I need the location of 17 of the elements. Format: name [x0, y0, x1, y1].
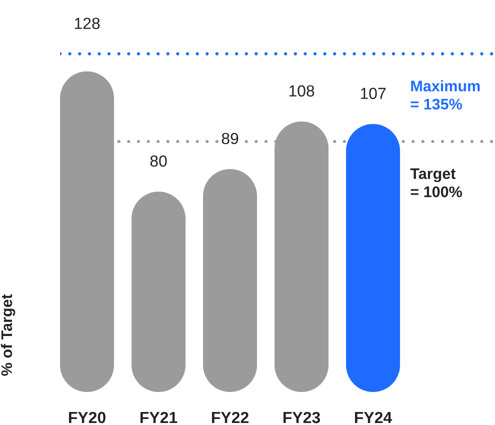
data-label: 107 — [360, 88, 386, 100]
y-axis-title: % of Target — [0, 294, 16, 376]
data-label: 89 — [222, 132, 238, 144]
data-label: 108 — [289, 85, 314, 97]
data-label: 80 — [150, 155, 167, 167]
x-tick-label: FY21 — [140, 412, 178, 424]
bar — [346, 124, 400, 392]
x-tick-label: FY22 — [212, 412, 248, 424]
x-tick-label: FY23 — [284, 412, 320, 424]
bar — [60, 71, 114, 392]
x-tick-label: FY24 — [355, 412, 392, 424]
ref-line-label: Maximum = 135% — [410, 80, 480, 110]
ref-line-label: Target = 100% — [410, 168, 462, 198]
data-label: 128 — [74, 18, 100, 30]
bar — [203, 169, 258, 392]
x-tick-label: FY20 — [69, 412, 106, 424]
bar — [132, 192, 186, 392]
